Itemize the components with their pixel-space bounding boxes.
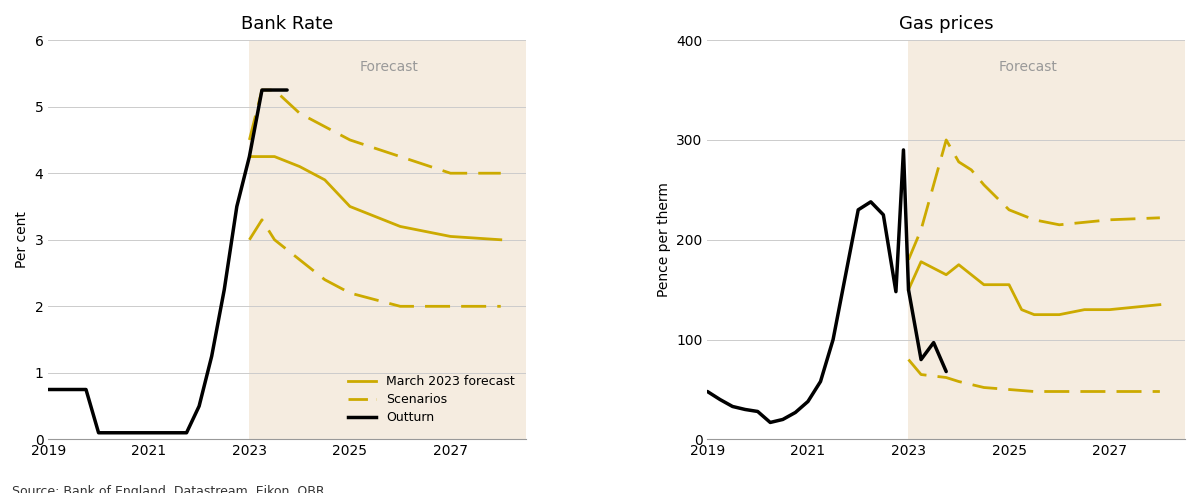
Title: Bank Rate: Bank Rate: [241, 15, 334, 33]
Bar: [250, 40, 576, 439]
Text: Forecast: Forecast: [998, 60, 1058, 74]
Bar: [908, 40, 1200, 439]
Y-axis label: Per cent: Per cent: [14, 211, 29, 268]
Legend: March 2023 forecast, Scenarios, Outturn: March 2023 forecast, Scenarios, Outturn: [343, 370, 520, 429]
Text: Source: Bank of England, Datastream, Eikon, OBR: Source: Bank of England, Datastream, Eik…: [12, 485, 325, 493]
Title: Gas prices: Gas prices: [899, 15, 994, 33]
Text: Forecast: Forecast: [360, 60, 419, 74]
Y-axis label: Pence per therm: Pence per therm: [656, 182, 671, 297]
